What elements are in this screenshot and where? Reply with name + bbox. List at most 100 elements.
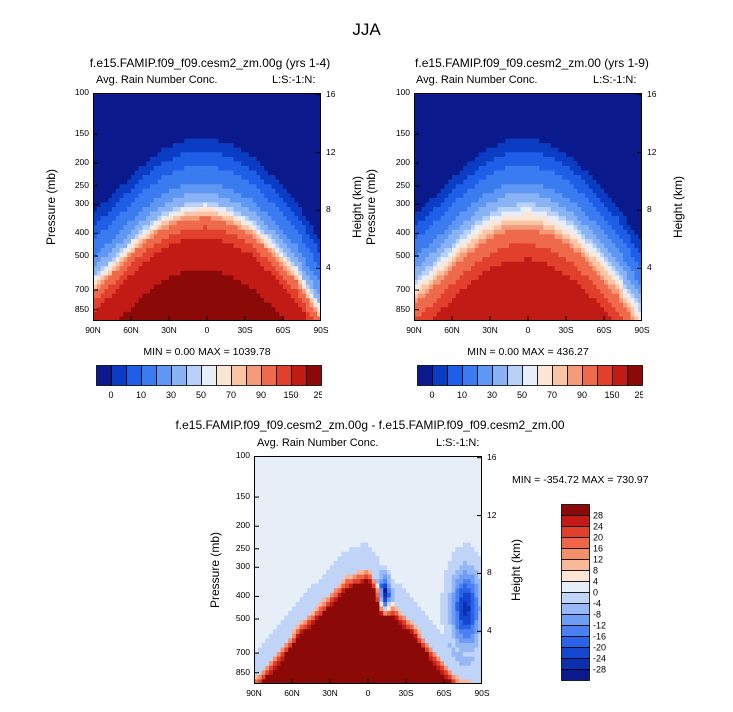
heatmap-cell — [146, 202, 151, 208]
heatmap-cell — [165, 307, 170, 313]
heatmap-cell — [573, 93, 578, 99]
heatmap-cell — [218, 238, 223, 244]
heatmap-cell — [115, 152, 121, 158]
heatmap-cell — [199, 184, 204, 190]
heatmap-cell — [123, 225, 128, 231]
heatmap-cell — [286, 179, 292, 185]
heatmap-cell — [547, 111, 552, 117]
heatmap-cell — [520, 156, 525, 162]
heatmap-cell — [210, 138, 216, 144]
heatmap-cell — [138, 316, 143, 321]
heatmap-cell — [626, 147, 632, 153]
heatmap-cell — [550, 165, 556, 172]
heatmap-cell — [146, 106, 151, 112]
heatmap-cell — [112, 170, 117, 176]
heatmap-cell — [271, 270, 276, 276]
heatmap-cell — [146, 175, 151, 181]
heatmap-cell — [317, 248, 321, 254]
heatmap-cell — [115, 197, 121, 203]
heatmap-cell — [96, 261, 102, 267]
heatmap-cell — [146, 179, 151, 185]
heatmap-cell — [592, 120, 597, 126]
heatmap-cell — [229, 311, 235, 317]
heatmap-cell — [317, 307, 321, 313]
heatmap-cell — [600, 106, 605, 112]
heatmap-cell — [414, 147, 419, 153]
heatmap-cell — [260, 316, 265, 321]
heatmap-cell — [199, 193, 204, 199]
heatmap-cell — [218, 124, 223, 130]
heatmap-cell — [585, 161, 590, 167]
heatmap-cell — [153, 211, 159, 217]
heatmap-cell — [191, 152, 197, 158]
heatmap-cell — [290, 261, 295, 267]
heatmap-cell — [203, 120, 208, 126]
heatmap-cell — [108, 316, 113, 321]
heatmap-cell — [260, 275, 265, 281]
heatmap-cell — [115, 111, 121, 117]
heatmap-cell — [309, 225, 314, 231]
heatmap-cell — [474, 120, 480, 126]
heatmap-cell — [134, 248, 140, 254]
heatmap-cell — [210, 266, 216, 272]
heatmap-cell — [203, 207, 208, 213]
heatmap-cell — [607, 193, 613, 199]
heatmap-cell — [607, 165, 613, 172]
heatmap-cell — [478, 211, 483, 217]
heatmap-cell — [452, 147, 457, 153]
heatmap-cell — [127, 179, 132, 185]
heatmap-cell — [558, 179, 563, 185]
heatmap-cell — [214, 225, 219, 231]
heatmap-cell — [294, 257, 299, 263]
heatmap-cell — [93, 279, 98, 286]
heatmap-cell — [237, 120, 242, 126]
heatmap-cell — [142, 143, 147, 149]
heatmap-cell — [501, 175, 506, 181]
heatmap-cell — [421, 165, 426, 172]
heatmap-cell — [157, 238, 162, 244]
heatmap-cell — [634, 156, 639, 162]
heatmap-cell — [482, 134, 487, 140]
heatmap-cell — [592, 111, 597, 117]
heatmap-cell — [172, 225, 178, 231]
heatmap-cell — [131, 138, 136, 144]
heatmap-cell — [100, 234, 105, 240]
heatmap-cell — [581, 111, 586, 117]
heatmap-cell — [474, 143, 480, 149]
heatmap-cell — [229, 220, 235, 226]
heatmap-cell — [436, 229, 442, 235]
heatmap-cell — [581, 93, 586, 99]
heatmap-cell — [180, 143, 185, 149]
heatmap-cell — [421, 220, 426, 226]
heatmap-cell — [528, 93, 533, 99]
heatmap-cell — [191, 93, 197, 99]
heatmap-cell — [119, 102, 124, 108]
heatmap-cell — [626, 202, 632, 208]
heatmap-cell — [131, 229, 136, 235]
heatmap-cell — [146, 120, 151, 126]
heatmap-cell — [248, 275, 254, 281]
heatmap-cell — [309, 243, 314, 249]
heatmap-cell — [267, 220, 273, 226]
heatmap-cell — [161, 102, 166, 108]
heatmap-cell — [264, 134, 269, 140]
heatmap-cell — [524, 229, 529, 235]
heatmap-cell — [108, 111, 113, 117]
heatmap-cell — [115, 302, 121, 308]
heatmap-cell — [169, 197, 174, 203]
heatmap-cell — [169, 275, 174, 281]
heatmap-cell — [96, 102, 102, 108]
heatmap-cell — [176, 188, 181, 194]
heatmap-cell — [195, 129, 200, 135]
heatmap-cell — [267, 115, 273, 121]
heatmap-cell — [275, 279, 280, 286]
heatmap-cell — [467, 207, 472, 213]
heatmap-cell — [112, 252, 117, 258]
heatmap-cell — [233, 220, 238, 226]
heatmap-cell — [421, 184, 426, 190]
heatmap-cell — [279, 207, 284, 213]
heatmap-cell — [115, 156, 121, 162]
heatmap-cell — [482, 234, 487, 240]
heatmap-cell — [539, 170, 544, 176]
heatmap-cell — [463, 143, 468, 149]
